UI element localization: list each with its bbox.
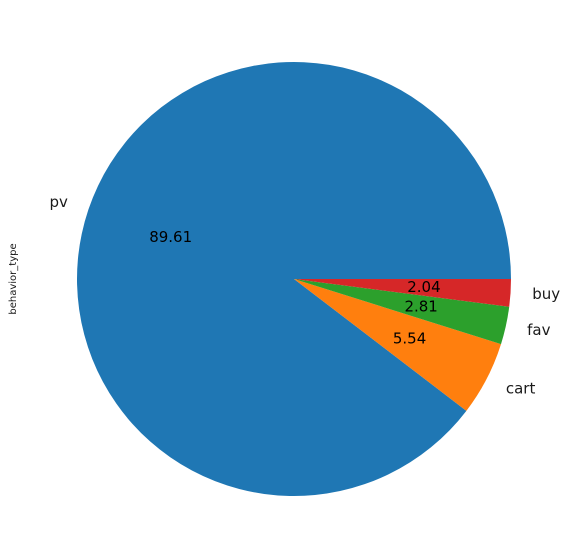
- pie-slice-fav: [294, 279, 510, 345]
- slice-label-fav: fav: [527, 321, 550, 339]
- value-label-buy: 2.04: [407, 278, 440, 296]
- pie-labels: pv 89.61 cart 5.54 fav 2.81 buy 2.04: [49, 193, 560, 398]
- slice-label-buy: buy: [532, 285, 560, 303]
- slice-label-pv: pv: [49, 193, 68, 211]
- slice-label-cart: cart: [506, 379, 536, 397]
- pie-slice-buy: [294, 279, 511, 307]
- pie-slices: [76, 62, 511, 497]
- pie-slice-pv: [76, 62, 511, 497]
- value-label-fav: 2.81: [404, 297, 437, 315]
- value-label-pv: 89.61: [149, 228, 192, 246]
- pie-slice-cart: [294, 279, 502, 411]
- y-axis-label: behavior_type: [8, 243, 19, 314]
- value-label-cart: 5.54: [393, 329, 426, 347]
